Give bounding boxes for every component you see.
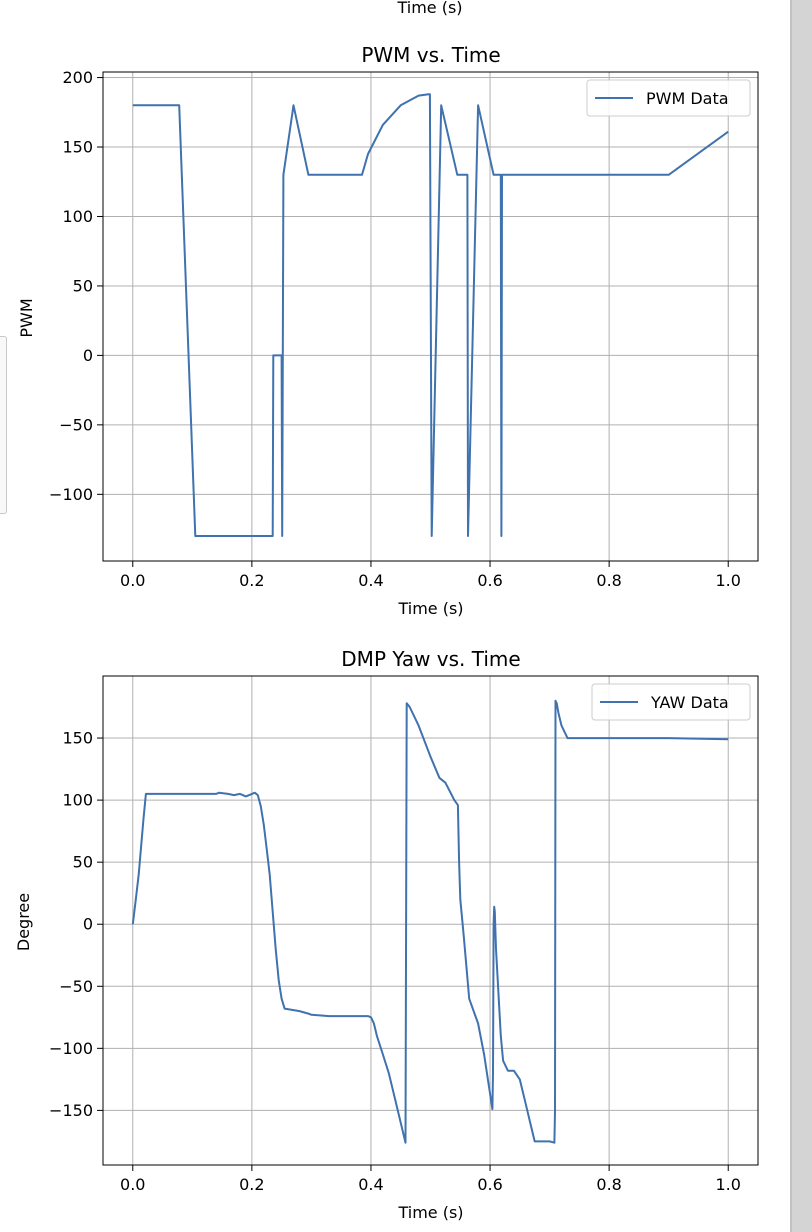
y-tick-label: −100 (49, 485, 93, 504)
side-panel-handle[interactable] (0, 336, 7, 514)
y-tick-label: −50 (59, 977, 93, 996)
legend-label: YAW Data (650, 693, 729, 712)
x-tick-label: 0.8 (596, 571, 621, 590)
legend-label: PWM Data (646, 89, 729, 108)
y-tick-label: 0 (83, 346, 93, 365)
x-tick-label: 1.0 (716, 571, 741, 590)
y-axis-label: PWM (17, 298, 36, 337)
x-axis-label: Time (s) (397, 599, 463, 618)
x-tick-label: 0.2 (239, 1175, 264, 1194)
x-axis-label: Time (s) (397, 1203, 463, 1222)
y-tick-label: 200 (62, 68, 93, 87)
plot-frame (102, 675, 759, 1166)
yaw-chart: DMP Yaw vs. Time 0.0 0.2 0.4 0.6 0.8 1.0 1501… (14, 647, 759, 1222)
y-tick-label: 50 (73, 276, 93, 295)
figure: Time (s) PWM vs. Time 0.0 0.2 0.4 0.6 0.8 1.0… (14, 0, 759, 1222)
scrollbar-track (790, 0, 792, 1232)
pwm-chart: PWM vs. Time 0.0 0.2 0.4 0.6 0.8 1.0 200 150 10… (17, 43, 759, 618)
grid-lines (103, 72, 758, 561)
legend: YAW Data (591, 683, 751, 721)
plot-frame (102, 71, 759, 562)
x-tick-label: 0.6 (477, 571, 502, 590)
series-group (131, 699, 729, 1144)
vertical-scrollbar[interactable] (790, 0, 812, 1232)
grid-lines (103, 676, 758, 1165)
legend-box (591, 683, 751, 721)
x-tick-label: 0.6 (477, 1175, 502, 1194)
legend: PWM Data (586, 79, 751, 117)
series-line (131, 699, 729, 1144)
chart-title: DMP Yaw vs. Time (341, 647, 520, 671)
y-axis-ticks: 150 100 50 0 −50 −100 −150 (49, 729, 103, 1120)
legend-box (586, 79, 751, 117)
y-tick-label: −50 (59, 415, 93, 434)
y-tick-label: 100 (62, 791, 93, 810)
y-axis-ticks: 200 150 100 50 0 −50 −100 (49, 68, 103, 504)
x-tick-label: 0.2 (239, 571, 264, 590)
series-group (132, 93, 729, 537)
x-tick-label: 1.0 (716, 1175, 741, 1194)
x-axis-ticks: 0.0 0.2 0.4 0.6 0.8 1.0 (120, 1165, 741, 1194)
x-tick-label: 0.4 (358, 571, 383, 590)
x-tick-label: 0.0 (120, 1175, 145, 1194)
top-cut-xlabel: Time (s) (396, 0, 462, 17)
x-tick-label: 0.0 (120, 571, 145, 590)
y-tick-label: 150 (62, 729, 93, 748)
y-tick-label: −150 (49, 1101, 93, 1120)
y-tick-label: 50 (73, 853, 93, 872)
y-axis-label: Degree (14, 893, 33, 951)
y-tick-label: −100 (49, 1039, 93, 1058)
y-tick-label: 100 (62, 207, 93, 226)
x-tick-label: 0.4 (358, 1175, 383, 1194)
x-tick-label: 0.8 (596, 1175, 621, 1194)
x-axis-ticks: 0.0 0.2 0.4 0.6 0.8 1.0 (120, 561, 741, 590)
y-tick-label: 150 (62, 138, 93, 157)
series-line (132, 93, 729, 537)
chart-title: PWM vs. Time (361, 43, 500, 67)
y-tick-label: 0 (83, 915, 93, 934)
